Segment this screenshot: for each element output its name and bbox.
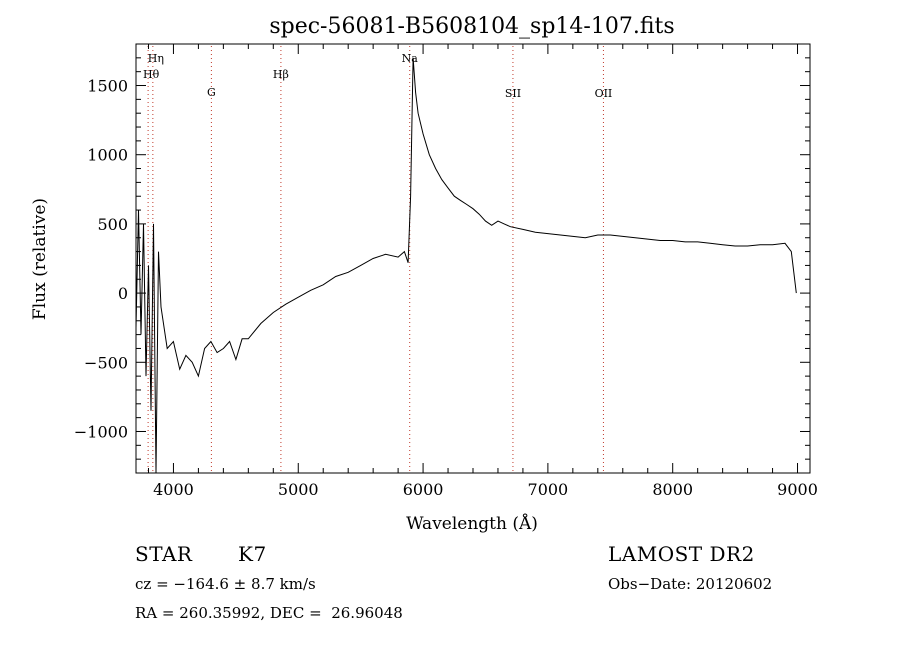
x-tick-label: 7000	[528, 480, 569, 499]
spectral-lines-layer: Hη Hθ G Hβ Na SII OII	[143, 46, 612, 473]
y-tick-label: 1500	[87, 77, 128, 96]
coordinates: RA = 260.35992, DEC = 26.96048	[135, 604, 403, 622]
y-tick-label: 0	[118, 284, 128, 303]
series-layer	[135, 57, 797, 474]
x-tick-label: 8000	[652, 480, 693, 499]
spectral-line-label: Hβ	[273, 68, 289, 81]
spectral-line-label: Hθ	[143, 68, 160, 81]
spectral-line-label: Hη	[148, 52, 164, 65]
survey-name: LAMOST DR2	[608, 542, 755, 566]
spectral-line-label: SII	[505, 87, 521, 100]
flux-series-line	[135, 57, 797, 474]
x-tick-label: 4000	[153, 480, 194, 499]
y-tick-label: 500	[97, 215, 128, 234]
x-tick-label: 9000	[777, 480, 818, 499]
object-subclass: K7	[238, 542, 267, 566]
object-class: STAR	[135, 542, 193, 566]
y-axis-label: Flux (relative)	[30, 198, 50, 320]
observation-date: Obs−Date: 20120602	[608, 575, 773, 593]
y-tick-label: 1000	[87, 146, 128, 165]
y-tick-label: −500	[84, 353, 128, 372]
redshift-velocity: cz = −164.6 ± 8.7 km/s	[135, 575, 316, 593]
x-tick-label: 6000	[403, 480, 444, 499]
axes-layer: 4000 5000 6000 7000 8000 9000 −1000 −500 0 500 100…	[74, 43, 818, 499]
chart-title: spec-56081-B5608104_sp14-107.fits	[269, 14, 674, 39]
spectral-line-label: OII	[595, 87, 613, 100]
x-axis-label: Wavelength (Å)	[406, 513, 538, 534]
spectral-line-label: Na	[402, 52, 419, 65]
plot-frame	[135, 43, 811, 474]
x-tick-label: 5000	[278, 480, 319, 499]
spectral-line-label: G	[207, 86, 216, 99]
y-tick-label: −1000	[74, 422, 128, 441]
